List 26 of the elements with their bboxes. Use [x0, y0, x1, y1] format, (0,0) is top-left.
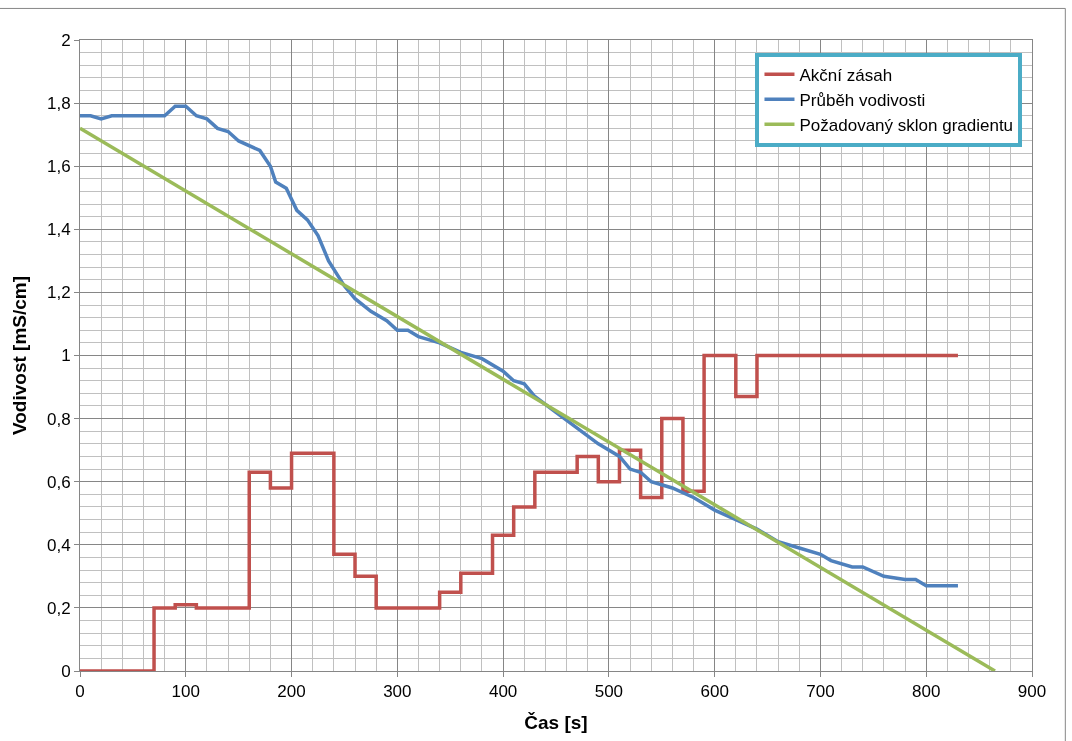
- x-tick-label: 900: [1017, 682, 1047, 702]
- y-tick-label: 0: [61, 661, 71, 681]
- legend-label: Akční zásah: [799, 65, 893, 85]
- y-tick-label: 1,6: [46, 157, 71, 177]
- y-tick-label: 1: [61, 346, 71, 366]
- x-tick-label: 300: [383, 682, 412, 702]
- legend-label: Průběh vodivosti: [799, 90, 926, 110]
- x-tick-label: 400: [488, 682, 518, 702]
- y-tick-label: 0,2: [46, 598, 71, 618]
- y-tick-label: 1,8: [46, 94, 71, 114]
- x-tick-label: 0: [75, 682, 85, 702]
- x-tick-label: 700: [806, 682, 835, 702]
- y-tick-label: 1,4: [46, 220, 71, 240]
- legend-label: Požadovaný sklon gradientu: [799, 116, 1014, 135]
- y-tick-label: 1,2: [46, 283, 71, 303]
- x-tick-label: 600: [700, 682, 729, 702]
- x-tick-label: 100: [171, 682, 200, 702]
- x-axis-title: Čas [s]: [524, 712, 588, 734]
- y-axis-title: Vodivost [mS/cm]: [8, 275, 30, 436]
- x-tick-label: 500: [594, 682, 624, 702]
- y-tick-label: 0,6: [46, 472, 71, 492]
- x-tick-label: 800: [912, 682, 941, 702]
- y-tick-label: 0,4: [46, 535, 71, 555]
- x-tick-label: 200: [277, 682, 306, 702]
- y-tick-label: 2: [61, 30, 71, 50]
- y-tick-label: 0,8: [46, 409, 71, 429]
